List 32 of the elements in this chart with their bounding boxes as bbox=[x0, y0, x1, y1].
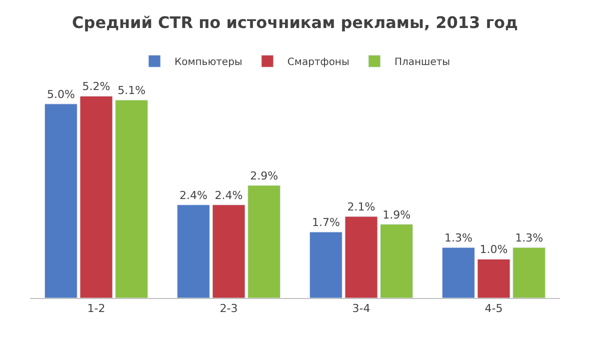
data-label: 1.9% bbox=[382, 208, 411, 222]
data-label: 1.3% bbox=[444, 232, 472, 245]
data-label: 2.1% bbox=[347, 200, 376, 214]
data-label: 1.0% bbox=[480, 243, 508, 256]
data-label: 1.7% bbox=[312, 216, 340, 230]
data-label: 2.4% bbox=[179, 188, 208, 202]
legend-label: Планшеты bbox=[394, 57, 450, 68]
data-label: 1.3% bbox=[515, 232, 544, 245]
bar bbox=[442, 247, 475, 298]
bar bbox=[512, 247, 546, 298]
data-label: 5.0% bbox=[46, 88, 75, 101]
bar bbox=[248, 185, 281, 298]
bar bbox=[477, 258, 510, 298]
x-tick-label: 3-4 bbox=[352, 302, 370, 316]
chart-title: Средний CTR по источникам рекламы, 2013 год bbox=[72, 13, 518, 32]
data-label: 2.4% bbox=[214, 188, 243, 202]
data-label: 2.9% bbox=[250, 169, 278, 182]
data-label: 5.2% bbox=[82, 80, 110, 94]
bar bbox=[115, 100, 148, 298]
data-label: 5.1% bbox=[118, 84, 146, 98]
x-tick-label: 4-5 bbox=[484, 302, 503, 316]
bar bbox=[309, 232, 342, 298]
bar bbox=[176, 204, 210, 298]
bar bbox=[212, 204, 246, 298]
bar bbox=[344, 216, 378, 298]
legend-label: Смартфоны bbox=[287, 57, 350, 68]
bar bbox=[380, 224, 414, 298]
bar bbox=[80, 96, 113, 298]
legend-label: Компьютеры bbox=[174, 57, 242, 68]
bar bbox=[44, 104, 78, 298]
x-tick-label: 1-2 bbox=[87, 302, 106, 316]
x-tick-label: 2-3 bbox=[220, 302, 238, 316]
